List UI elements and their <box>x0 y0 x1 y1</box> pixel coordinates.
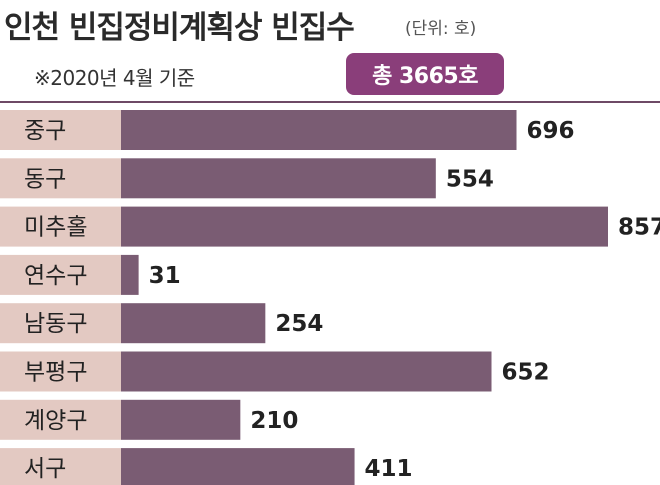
value-label: 857 <box>618 215 660 241</box>
value-label: 210 <box>250 408 298 434</box>
value-label: 31 <box>149 263 181 289</box>
total-badge: 총 3665호 <box>346 53 504 95</box>
category-label-bg <box>0 254 121 295</box>
bar <box>121 448 355 485</box>
category-label: 연수구 <box>24 263 87 289</box>
category-label-bg <box>0 399 121 440</box>
value-label: 254 <box>275 311 323 337</box>
header-divider <box>0 101 660 103</box>
value-label: 554 <box>446 166 494 192</box>
bar <box>121 351 492 392</box>
date-note: ※2020년 4월 기준 <box>34 66 195 90</box>
category-label: 동구 <box>24 166 66 192</box>
value-label: 652 <box>502 360 550 386</box>
bar <box>121 303 266 344</box>
category-label: 중구 <box>24 118 66 144</box>
bar <box>121 158 436 199</box>
bar <box>121 399 241 440</box>
value-label: 696 <box>527 118 575 144</box>
category-label-bg <box>0 158 121 199</box>
category-label: 미추홀 <box>24 215 87 241</box>
category-label: 부평구 <box>24 360 87 386</box>
category-label: 서구 <box>24 456 66 482</box>
category-label-bg <box>0 303 121 344</box>
category-label-bg <box>0 206 121 247</box>
chart-title: 인천 빈집정비계획상 빈집수 <box>4 10 355 46</box>
bar <box>121 206 608 247</box>
value-label: 411 <box>365 456 413 482</box>
bar <box>121 110 517 150</box>
category-label-bg <box>0 110 121 150</box>
unit-note: (단위: 호) <box>405 19 477 39</box>
bar <box>121 254 139 295</box>
category-label: 계양구 <box>24 408 87 434</box>
category-label-bg <box>0 448 121 485</box>
category-label: 남동구 <box>24 311 87 337</box>
category-label-bg <box>0 351 121 392</box>
